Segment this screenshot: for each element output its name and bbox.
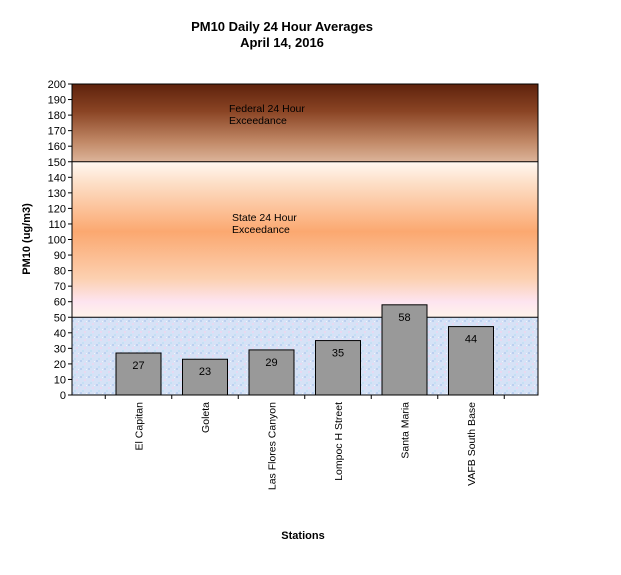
- y-tick-label: 60: [54, 297, 66, 309]
- y-tick-label: 90: [54, 250, 66, 262]
- y-tick-label: 40: [54, 328, 66, 340]
- x-tick-label: El Capitan: [134, 402, 146, 451]
- y-tick-label: 100: [48, 235, 66, 247]
- federal-exceedance-zone-label: Exceedance: [229, 115, 287, 127]
- chart-subtitle: April 14, 2016: [240, 35, 324, 50]
- data-label: 35: [332, 348, 344, 360]
- state-exceedance-zone: [72, 161, 538, 318]
- x-tick-label: Lompoc H Street: [333, 402, 345, 481]
- bar: [315, 340, 361, 396]
- data-label: 23: [199, 366, 211, 378]
- x-axis-title: Stations: [281, 530, 324, 542]
- data-label: 44: [465, 334, 477, 346]
- y-tick-label: 200: [48, 79, 66, 91]
- bar: [448, 326, 494, 396]
- y-tick-label: 10: [54, 374, 66, 386]
- y-tick-label: 160: [48, 141, 66, 153]
- y-tick-label: 0: [60, 390, 66, 402]
- state-exceedance-zone-label: State 24 Hour: [232, 212, 297, 224]
- data-label: 29: [265, 357, 277, 369]
- y-axis-title: PM10 (ug/m3): [21, 203, 33, 275]
- y-tick-label: 30: [54, 343, 66, 355]
- y-tick-label: 20: [54, 359, 66, 371]
- y-tick-label: 70: [54, 281, 66, 293]
- bar: [381, 304, 428, 396]
- bar: [115, 352, 162, 396]
- y-tick-label: 190: [48, 95, 66, 107]
- federal-exceedance-zone: [72, 84, 538, 162]
- y-tick-label: 50: [54, 312, 66, 324]
- x-tick-label: Las Flores Canyon: [267, 402, 279, 490]
- y-tick-label: 120: [48, 203, 66, 215]
- y-tick-label: 180: [48, 110, 66, 122]
- data-label: 58: [398, 312, 410, 324]
- state-exceedance-zone-label: Exceedance: [232, 224, 290, 236]
- federal-exceedance-zone-label: Federal 24 Hour: [229, 103, 305, 115]
- y-tick-label: 140: [48, 172, 66, 184]
- y-tick-label: 170: [48, 126, 66, 138]
- y-tick-label: 130: [48, 188, 66, 200]
- x-tick-label: VAFB South Base: [466, 402, 478, 486]
- data-label: 27: [132, 360, 144, 372]
- x-tick-label: Santa Maria: [400, 402, 412, 459]
- y-tick-label: 150: [48, 157, 66, 169]
- chart-title: PM10 Daily 24 Hour Averages: [191, 19, 373, 34]
- x-tick-label: Goleta: [200, 402, 212, 433]
- bar: [248, 349, 295, 396]
- y-tick-label: 110: [48, 219, 66, 231]
- y-tick-label: 80: [54, 266, 66, 278]
